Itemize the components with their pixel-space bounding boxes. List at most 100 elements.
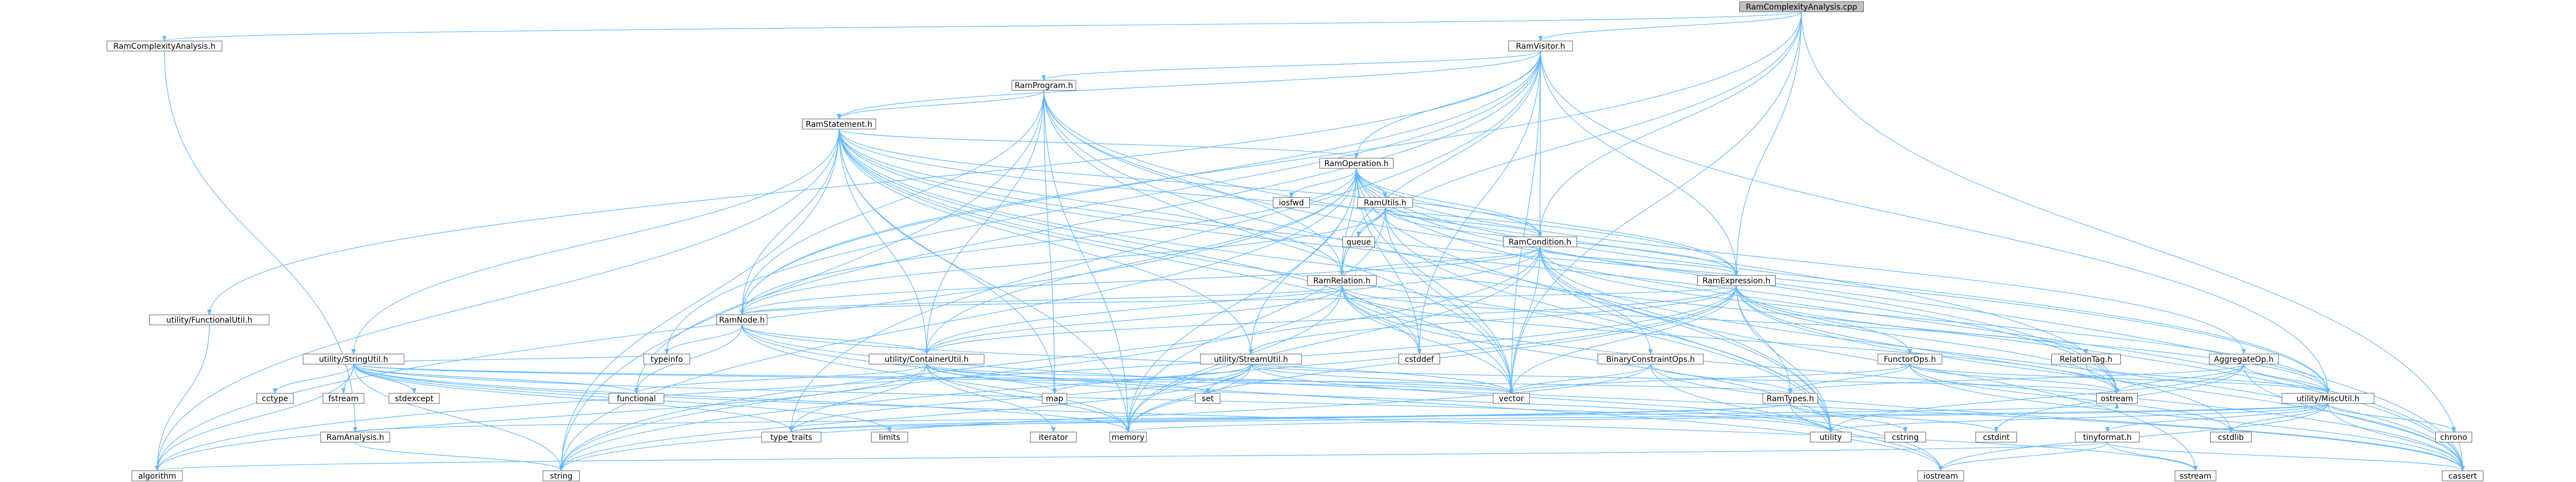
edge-utility-streamutil-h-to-ostream xyxy=(1250,364,2119,394)
edge-utility-containerutil-h-to-map xyxy=(926,364,1057,394)
edge-ramcondition-h-to-memory xyxy=(1126,246,1541,433)
node-label: cstddef xyxy=(1405,355,1434,364)
edge-ramvisitor-h-to-type-traits xyxy=(789,51,1541,433)
edge-ramvisitor-h-to-ramprogram-h xyxy=(1042,51,1541,81)
edge-ramstatement-h-to-utility-stringutil-h xyxy=(351,128,840,355)
edge-ramoperation-h-to-string xyxy=(559,168,1357,471)
node-box xyxy=(302,354,405,365)
node-ramnode-h[interactable]: RamNode.h xyxy=(716,314,768,325)
nodes-layer: RamComplexityAnalysis.cpp RamComplexityAn… xyxy=(107,1,2483,481)
node-iosfwd[interactable]: iosfwd xyxy=(1273,197,1310,208)
node-chrono[interactable]: chrono xyxy=(2435,431,2472,443)
node-fstream[interactable]: fstream xyxy=(323,393,364,404)
node-tinyformat-h[interactable]: tinyformat.h xyxy=(2075,431,2140,443)
node-label: iterator xyxy=(1039,433,1068,442)
edge-ramexpression-h-to-utility xyxy=(1736,285,1833,433)
node-functional[interactable]: functional xyxy=(608,393,664,404)
node-box xyxy=(256,393,294,404)
node-ramexpression-h[interactable]: RamExpression.h xyxy=(1697,275,1776,286)
edge-functorops-h-to-cstdlib xyxy=(1909,364,2233,433)
edge-ramprogram-h-to-string xyxy=(559,90,1044,471)
edge-ramexpression-h-to-string xyxy=(559,285,1737,471)
edge-ramutils-h-to-ramcondition-h xyxy=(1385,207,1542,237)
node-set[interactable]: set xyxy=(1195,393,1221,404)
edge-ramcomplexityanalysis-h-to-ramanalysis-h xyxy=(164,51,357,433)
node-label: FunctorOps.h xyxy=(1883,355,1936,364)
node-utility-stringutil-h[interactable]: utility/StringUtil.h xyxy=(302,354,405,365)
node-ramvisitor-h[interactable]: RamVisitor.h xyxy=(1508,40,1573,52)
node-ramutils-h[interactable]: RamUtils.h xyxy=(1357,197,1413,208)
edge-ramrelation-h-to-utility xyxy=(1341,285,1833,433)
node-ramcomplexityanalysis-h[interactable]: RamComplexityAnalysis.h xyxy=(107,40,222,52)
node-memory[interactable]: memory xyxy=(1110,431,1147,443)
edge-utility-containerutil-h-to-algorithm xyxy=(155,364,927,471)
node-box xyxy=(869,354,984,365)
node-ramcondition-h[interactable]: RamCondition.h xyxy=(1503,236,1577,247)
edge-utility-streamutil-h-to-vector xyxy=(1250,364,1514,394)
edge-utility-containerutil-h-to-utility xyxy=(926,364,1833,433)
node-utility-streamutil-h[interactable]: utility/StreamUtil.h xyxy=(1200,354,1302,365)
node-utility-containerutil-h[interactable]: utility/ContainerUtil.h xyxy=(869,354,984,365)
edge-ramstatement-h-to-ramcondition-h xyxy=(838,128,1542,237)
node-ramcomplexityanalysis-cpp[interactable]: RamComplexityAnalysis.cpp xyxy=(1739,1,1864,12)
node-ramstatement-h[interactable]: RamStatement.h xyxy=(802,118,876,130)
node-algorithm[interactable]: algorithm xyxy=(131,470,183,481)
edge-ramvisitor-h-to-ramoperation-h xyxy=(1354,51,1541,159)
edge-ramutils-h-to-memory xyxy=(1126,207,1386,433)
edge-ramstatement-h-to-ostream xyxy=(838,128,2119,394)
edge-ramcondition-h-to-ramrelation-h xyxy=(1340,246,1541,276)
node-binaryconstraintops-h[interactable]: BinaryConstraintOps.h xyxy=(1597,354,1704,365)
node-cstdlib[interactable]: cstdlib xyxy=(2210,431,2252,443)
node-cstring[interactable]: cstring xyxy=(1885,431,1926,443)
node-box xyxy=(1810,431,1851,443)
edge-ramutils-h-to-vector xyxy=(1385,207,1514,394)
node-box xyxy=(1697,275,1776,286)
node-label: typeinfo xyxy=(650,355,683,364)
node-type-traits[interactable]: type_traits xyxy=(761,431,822,443)
node-box xyxy=(608,393,664,404)
node-vector[interactable]: vector xyxy=(1493,393,1530,404)
node-cstdint[interactable]: cstdint xyxy=(1975,431,2017,443)
edge-ramcomplexityanalysis-cpp-to-ramvisitor-h xyxy=(1538,11,1802,42)
node-limits[interactable]: limits xyxy=(871,431,908,443)
node-functorops-h[interactable]: FunctorOps.h xyxy=(1877,354,1942,365)
node-box xyxy=(543,470,580,481)
node-queue[interactable]: queue xyxy=(1342,236,1375,247)
node-cstddef[interactable]: cstddef xyxy=(1399,354,1440,365)
node-ramoperation-h[interactable]: RamOperation.h xyxy=(1319,158,1394,169)
edge-ramoperation-h-to-ramnode-h xyxy=(740,168,1357,315)
edge-utility-miscutil-h-to-tinyformat-h xyxy=(2105,403,2329,433)
node-stdexcept[interactable]: stdexcept xyxy=(388,393,440,404)
node-iostream[interactable]: iostream xyxy=(1917,470,1964,481)
edge-functorops-h-to-cassert xyxy=(1909,364,2465,471)
node-ramtypes-h[interactable]: RamTypes.h xyxy=(1762,393,1818,404)
node-box xyxy=(1975,431,2017,443)
node-sstream[interactable]: sstream xyxy=(2175,470,2216,481)
edge-utility-functionalutil-h-to-algorithm xyxy=(155,324,210,471)
edge-ramnode-h-to-utility-containerutil-h xyxy=(741,324,929,355)
edge-utility-streamutil-h-to-string xyxy=(559,364,1252,471)
edge-ramtypes-h-to-cstdint xyxy=(1790,403,1999,433)
node-utility-miscutil-h[interactable]: utility/MiscUtil.h xyxy=(2281,393,2375,404)
node-label: RamCondition.h xyxy=(1509,238,1571,247)
edge-ramrelation-h-to-cstddef xyxy=(1341,285,1422,355)
node-relationtag-h[interactable]: RelationTag.h xyxy=(2051,354,2121,365)
node-typeinfo[interactable]: typeinfo xyxy=(643,354,690,365)
node-cassert[interactable]: cassert xyxy=(2442,470,2483,481)
node-map[interactable]: map xyxy=(1042,393,1067,404)
node-iterator[interactable]: iterator xyxy=(1030,431,1077,443)
node-ramprogram-h[interactable]: RamProgram.h xyxy=(1011,80,1076,91)
node-cctype[interactable]: cctype xyxy=(256,393,294,404)
node-label: utility xyxy=(1819,433,1842,442)
edge-utility-stringutil-h-to-type-traits xyxy=(353,364,794,433)
node-ramanalysis-h[interactable]: RamAnalysis.h xyxy=(320,431,390,443)
node-ramrelation-h[interactable]: RamRelation.h xyxy=(1307,275,1377,286)
node-utility-functionalutil-h[interactable]: utility/FunctionalUtil.h xyxy=(149,314,269,325)
node-ostream[interactable]: ostream xyxy=(2096,393,2138,404)
edge-utility-containerutil-h-to-type-traits xyxy=(789,364,927,433)
node-string[interactable]: string xyxy=(543,470,580,481)
node-utility[interactable]: utility xyxy=(1810,431,1851,443)
node-aggregateop-h[interactable]: AggregateOp.h xyxy=(2209,354,2279,365)
node-box xyxy=(871,431,908,443)
